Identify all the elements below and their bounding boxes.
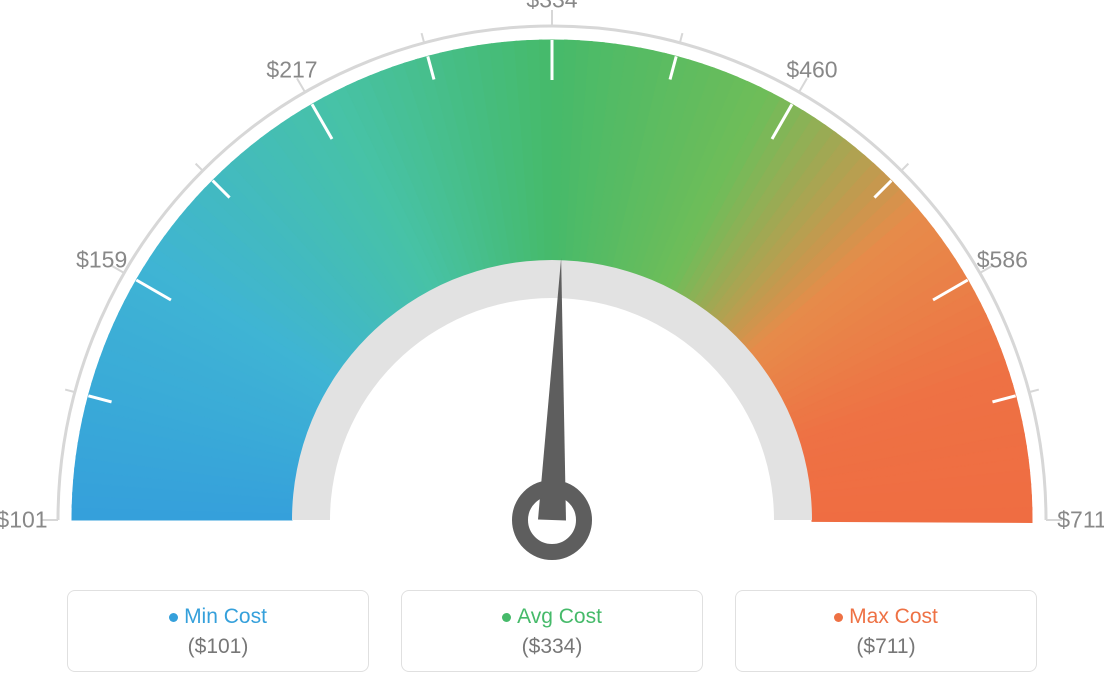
gauge-tick-label: $334: [526, 0, 577, 14]
gauge-tick-label: $460: [786, 56, 837, 83]
legend-min-dot: [169, 613, 178, 622]
gauge-tick-label: $101: [0, 507, 48, 534]
legend-row: Min Cost ($101) Avg Cost ($334) Max Cost…: [0, 590, 1104, 672]
legend-min-label: Min Cost: [68, 605, 368, 629]
legend-avg: Avg Cost ($334): [401, 590, 703, 672]
gauge-area: $101 $159 $217 $334 $460 $586 $711: [0, 0, 1104, 580]
legend-min-value: ($101): [68, 635, 368, 659]
gauge-tick-label: $159: [76, 247, 127, 274]
legend-max-label: Max Cost: [736, 605, 1036, 629]
legend-avg-value: ($334): [402, 635, 702, 659]
legend-avg-dot: [502, 613, 511, 622]
gauge-tick-label: $586: [977, 247, 1028, 274]
cost-gauge-container: $101 $159 $217 $334 $460 $586 $711 Min Cost ($…: [0, 0, 1104, 690]
gauge-tick-label: $711: [1057, 507, 1104, 534]
legend-avg-text: Avg Cost: [517, 605, 602, 628]
legend-max-text: Max Cost: [849, 605, 938, 628]
legend-min: Min Cost ($101): [67, 590, 369, 672]
gauge-tick-label: $217: [266, 56, 317, 83]
legend-max-dot: [834, 613, 843, 622]
gauge-svg: [0, 0, 1104, 580]
legend-max: Max Cost ($711): [735, 590, 1037, 672]
legend-max-value: ($711): [736, 635, 1036, 659]
legend-avg-label: Avg Cost: [402, 605, 702, 629]
legend-min-text: Min Cost: [184, 605, 267, 628]
